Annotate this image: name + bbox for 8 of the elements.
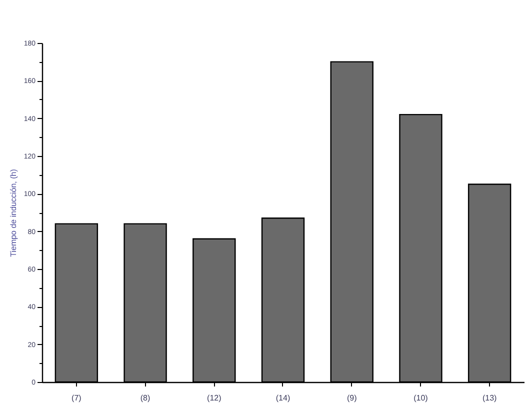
x-tick-label: (10)	[414, 394, 428, 402]
y-axis-title: Tiempo de inducción, (h)	[8, 168, 18, 257]
x-tick-label: (12)	[207, 394, 222, 402]
x-tick-label: (13)	[482, 394, 498, 402]
x-tick-label: (8)	[140, 394, 151, 402]
x-tick-label: (14)	[276, 394, 290, 402]
x-tick-label: (9)	[346, 394, 358, 402]
x-tick-label: (7)	[72, 394, 82, 402]
